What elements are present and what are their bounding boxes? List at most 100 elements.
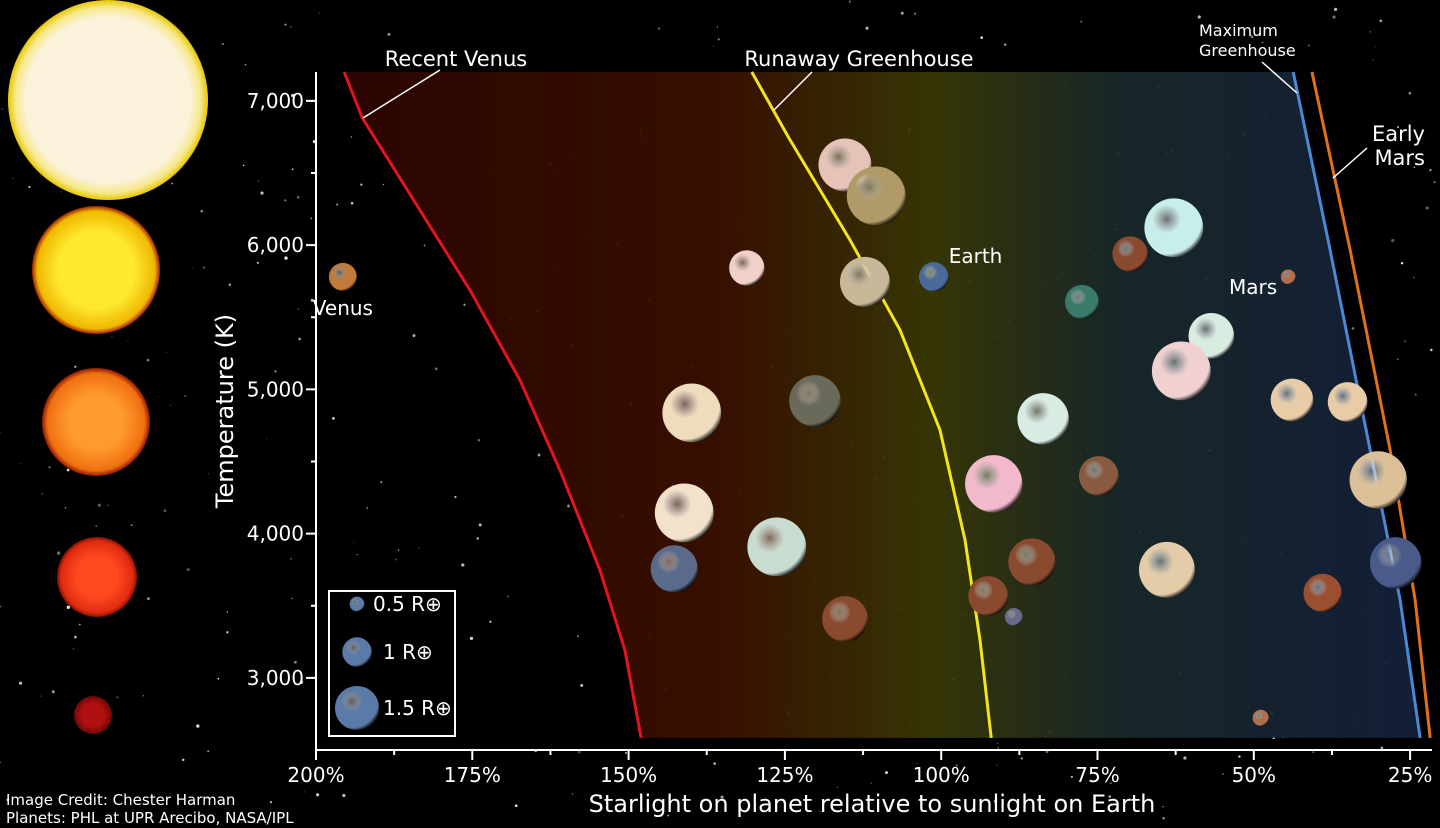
star-dot <box>1070 775 1073 779</box>
star-dot <box>1415 393 1417 396</box>
star-dot <box>74 365 77 368</box>
star-dot <box>303 791 305 793</box>
star-dot <box>294 660 297 664</box>
zone-label: Recent Venus <box>385 47 527 71</box>
star-dot <box>299 680 304 684</box>
star-dot <box>461 563 465 567</box>
star-dot <box>1308 44 1310 47</box>
star-dot <box>284 256 288 260</box>
star-dot <box>1369 31 1371 33</box>
planet <box>729 250 765 286</box>
star-sequence <box>8 0 208 734</box>
star-dot <box>571 793 574 795</box>
star-dot <box>95 525 98 528</box>
star-dot <box>506 595 510 598</box>
plot: Recent Venus Runaway Greenhouse MaximumGre… <box>247 21 1433 787</box>
planet <box>1252 709 1269 726</box>
star-dot <box>228 283 232 287</box>
star-dot <box>412 334 416 337</box>
star-dot <box>41 493 43 495</box>
star-dot <box>142 694 145 697</box>
planet <box>1370 537 1422 589</box>
star-dot <box>1042 743 1044 745</box>
star-dot <box>332 416 335 420</box>
star-dot <box>1351 327 1355 330</box>
planet <box>1112 236 1148 272</box>
star-dot <box>20 463 22 465</box>
star-dot <box>170 404 171 406</box>
star-dot <box>1379 19 1383 23</box>
planet-label: Earth <box>949 244 1003 268</box>
star-dot <box>290 26 292 28</box>
star-dot <box>423 244 426 247</box>
leader-line <box>1261 61 1298 94</box>
y-tick-label: 6,000 <box>247 233 304 257</box>
star-dot <box>353 542 355 544</box>
star-dot <box>1312 751 1315 753</box>
legend-planet <box>334 685 380 731</box>
star-dot <box>1425 206 1429 210</box>
zone-line <box>1291 71 1422 739</box>
star-dot <box>580 683 584 687</box>
star-dot <box>997 747 1000 749</box>
planet <box>1138 541 1195 598</box>
star-dot <box>19 681 23 685</box>
zone-line <box>1310 71 1432 739</box>
star-dot <box>72 648 75 650</box>
star-dot <box>1433 180 1436 184</box>
star-dot <box>163 509 167 513</box>
planet-label: Venus <box>313 296 373 320</box>
star-dot <box>336 203 339 206</box>
star-dot <box>819 810 821 812</box>
star-dot <box>298 337 301 341</box>
star-dot <box>1391 238 1395 243</box>
planet <box>1303 573 1342 613</box>
x-tick-label: 200% <box>287 763 344 787</box>
star-dot <box>78 623 81 626</box>
star-dot <box>454 495 457 499</box>
star-dot <box>242 164 245 167</box>
star-dot <box>980 36 984 39</box>
star-dot <box>1238 755 1241 758</box>
x-axis-label: Starlight on planet relative to sunlight… <box>589 790 1156 818</box>
star-dot <box>56 551 61 555</box>
star-dot <box>60 191 62 193</box>
star-dot <box>226 611 229 613</box>
star-dot <box>848 0 851 3</box>
star-dot <box>667 814 670 817</box>
star-dot <box>1003 43 1007 46</box>
star-dot <box>291 93 295 98</box>
planet <box>1078 456 1119 496</box>
star-dot <box>1020 757 1023 760</box>
zone-label: Greenhouse <box>1199 41 1296 60</box>
y-tick-label: 4,000 <box>247 522 304 546</box>
star-dot <box>318 12 320 14</box>
star-dot <box>274 370 277 373</box>
star-dot <box>1430 348 1433 352</box>
star-dot <box>489 620 492 623</box>
planet <box>965 455 1023 513</box>
star-dot <box>713 762 716 765</box>
star-dot <box>418 547 420 549</box>
y-tick-label: 5,000 <box>247 377 304 401</box>
star-dot <box>66 468 70 472</box>
star-dot <box>350 136 353 138</box>
planet <box>839 256 890 307</box>
star-dot <box>200 209 203 213</box>
star-dot <box>720 795 724 799</box>
planet <box>662 383 722 443</box>
star-dot <box>146 358 150 362</box>
star-dot <box>310 298 314 302</box>
star-dot <box>64 507 67 509</box>
credit: Planets: PHL at UPR Arecibo, NASA/IPL <box>6 809 294 827</box>
star-dot <box>266 438 268 440</box>
star-dot <box>97 503 101 507</box>
x-tick-label: 25% <box>1388 763 1432 787</box>
star-dot <box>567 504 571 508</box>
planet-label: Mars <box>1229 275 1277 299</box>
x-tick-label: 150% <box>600 763 657 787</box>
star-dot <box>1162 817 1165 820</box>
star-dot <box>342 793 346 798</box>
star-dot <box>1261 41 1264 44</box>
